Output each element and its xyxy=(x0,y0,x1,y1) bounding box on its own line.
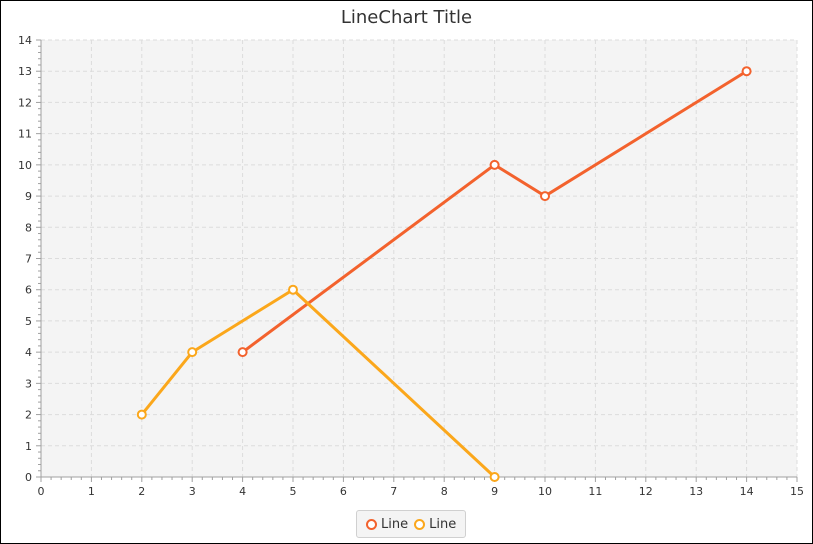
y-tick-label: 3 xyxy=(25,377,32,390)
y-tick-label: 2 xyxy=(25,409,32,422)
series-1-point xyxy=(540,191,550,202)
series-1-line xyxy=(241,69,748,354)
x-tick-label: 8 xyxy=(441,485,448,498)
legend-symbol-icon xyxy=(366,518,377,530)
y-tick-label: 4 xyxy=(25,346,32,359)
x-tick-label: 0 xyxy=(38,485,45,498)
x-tick-label: 2 xyxy=(138,485,145,498)
series-1-point xyxy=(237,347,248,358)
series-2-point xyxy=(187,347,198,358)
legend-label: Line xyxy=(429,516,457,532)
y-tick-label: 7 xyxy=(25,253,32,266)
x-tick-label: 14 xyxy=(740,485,754,498)
x-tick-label: 6 xyxy=(340,485,347,498)
x-tick-label: 15 xyxy=(790,485,804,498)
x-tick-label: 10 xyxy=(538,485,552,498)
series-2-point xyxy=(288,284,298,295)
chart-legend: Line Line xyxy=(356,510,467,538)
y-tick-label: 10 xyxy=(18,159,32,172)
legend-item-series-2: Line xyxy=(414,517,456,532)
y-tick-label: 13 xyxy=(18,65,32,78)
y-tick-label: 6 xyxy=(25,284,32,297)
legend-label: Line xyxy=(381,516,409,532)
series-2-point xyxy=(136,409,147,420)
series-2-point xyxy=(489,472,500,482)
y-tick-label: 5 xyxy=(25,315,32,328)
x-tick-label: 12 xyxy=(639,485,653,498)
x-tick-label: 13 xyxy=(689,485,703,498)
x-tick-label: 3 xyxy=(189,485,196,498)
y-tick-label: 8 xyxy=(25,221,32,234)
y-tick-label: 0 xyxy=(25,471,32,484)
legend-item-series-1: Line xyxy=(366,517,408,532)
series-1-point xyxy=(741,66,752,77)
y-tick-label: 1 xyxy=(25,440,32,453)
series-1-point xyxy=(489,159,500,170)
legend-symbol-icon xyxy=(414,518,426,530)
chart-title: LineChart Title xyxy=(340,7,473,28)
x-tick-label: 9 xyxy=(491,485,498,498)
x-tick-label: 1 xyxy=(88,485,95,498)
x-tick-label: 7 xyxy=(390,485,397,498)
y-tick-label: 9 xyxy=(25,190,32,203)
series-2-line xyxy=(140,288,496,479)
y-tick-label: 14 xyxy=(18,34,32,47)
y-tick-label: 11 xyxy=(18,128,32,141)
x-tick-label: 11 xyxy=(588,485,602,498)
x-tick-label: 4 xyxy=(239,485,246,498)
x-tick-label: 5 xyxy=(290,485,297,498)
y-tick-label: 12 xyxy=(18,96,32,109)
